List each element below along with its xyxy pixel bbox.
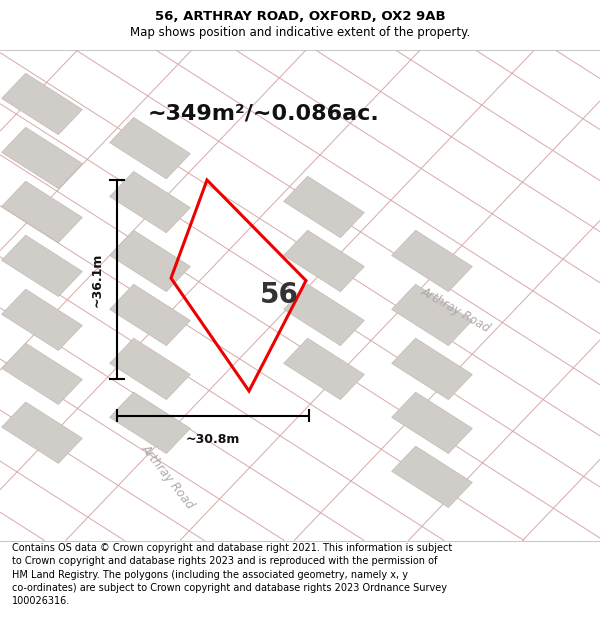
Polygon shape <box>392 338 472 399</box>
Polygon shape <box>2 402 82 463</box>
Polygon shape <box>284 230 364 292</box>
Polygon shape <box>284 176 364 238</box>
Polygon shape <box>110 338 190 399</box>
Text: ~349m²/~0.086ac.: ~349m²/~0.086ac. <box>148 104 380 124</box>
Text: 56, ARTHRAY ROAD, OXFORD, OX2 9AB: 56, ARTHRAY ROAD, OXFORD, OX2 9AB <box>155 10 445 23</box>
Polygon shape <box>2 181 82 243</box>
Text: ~30.8m: ~30.8m <box>186 432 240 446</box>
Text: Map shows position and indicative extent of the property.: Map shows position and indicative extent… <box>130 26 470 39</box>
Polygon shape <box>2 343 82 404</box>
Polygon shape <box>110 230 190 292</box>
Polygon shape <box>392 230 472 292</box>
Polygon shape <box>110 171 190 232</box>
Polygon shape <box>392 392 472 454</box>
Text: 56: 56 <box>260 281 298 309</box>
Polygon shape <box>2 289 82 351</box>
Text: ~36.1m: ~36.1m <box>91 252 104 306</box>
Text: Arthray Road: Arthray Road <box>419 285 493 335</box>
Polygon shape <box>2 127 82 189</box>
Polygon shape <box>110 284 190 346</box>
Text: Arthray Road: Arthray Road <box>139 442 197 512</box>
Text: Contains OS data © Crown copyright and database right 2021. This information is : Contains OS data © Crown copyright and d… <box>12 543 452 606</box>
Polygon shape <box>2 235 82 297</box>
Polygon shape <box>110 392 190 454</box>
Polygon shape <box>284 338 364 399</box>
Polygon shape <box>284 284 364 346</box>
Polygon shape <box>110 118 190 179</box>
Polygon shape <box>392 446 472 508</box>
Polygon shape <box>2 73 82 134</box>
Polygon shape <box>392 284 472 346</box>
